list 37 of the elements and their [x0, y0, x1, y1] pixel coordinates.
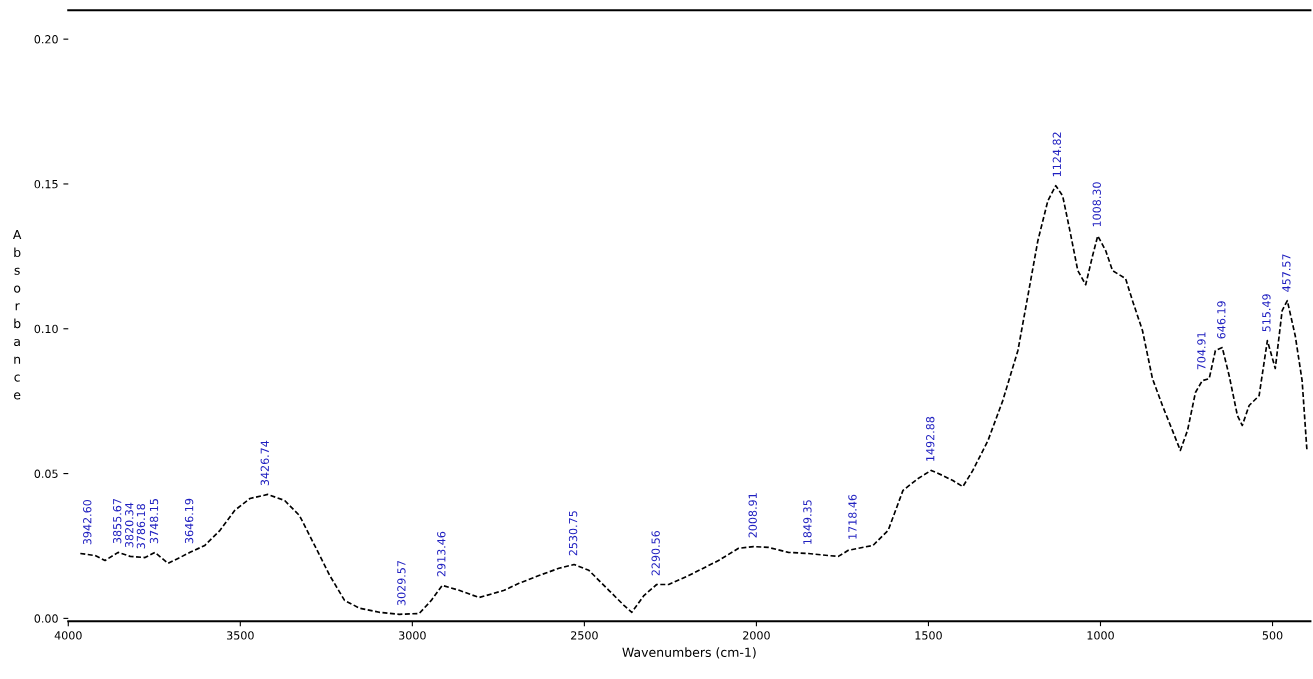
annotation: 3426.74 — [260, 440, 269, 486]
annotation: 2913.46 — [437, 531, 446, 577]
annotation: 3646.19 — [184, 498, 194, 544]
y-tick-label: 0.20 — [34, 35, 58, 44]
line-series — [79, 184, 1308, 616]
annotation: 3786.18 — [136, 504, 146, 549]
annotation: 3942.60 — [83, 499, 92, 545]
annotation: 3820.34 — [125, 502, 134, 548]
x-tick-label: 4000 — [54, 631, 82, 640]
x-tick-label: 2000 — [743, 631, 770, 640]
annotation: 1008.30 — [1092, 182, 1101, 227]
annotation: 1492.88 — [926, 416, 935, 461]
y-tick-label: 0.00 — [34, 614, 58, 623]
x-tick-label: 1000 — [1087, 631, 1114, 640]
annotation: 515.49 — [1262, 294, 1271, 332]
y-tick-label: 0.05 — [34, 469, 58, 478]
x-axis-title: Wavenumbers (cm-1) — [622, 647, 756, 659]
annotation: 2530.75 — [568, 511, 578, 556]
x-tick-label: 3000 — [399, 631, 426, 640]
annotation: 3855.67 — [112, 499, 122, 544]
annotation: 1849.35 — [803, 500, 812, 544]
annotation: 457.57 — [1282, 254, 1291, 292]
annotation: 3029.57 — [397, 561, 406, 606]
y-tick-label: 0.10 — [34, 324, 58, 334]
annotation: 646.19 — [1217, 301, 1226, 339]
annotation: 2008.91 — [748, 493, 757, 538]
annotation: 704.91 — [1197, 332, 1206, 370]
text: Absorbance — [12, 229, 22, 400]
y-tick-label: 0.15 — [34, 179, 58, 189]
annotation: 3748.15 — [149, 499, 159, 544]
annotation: 1718.46 — [848, 494, 857, 539]
annotation: 2290.56 — [651, 530, 660, 576]
x-tick-label: 500 — [1262, 631, 1283, 640]
annotation: 1124.82 — [1052, 132, 1062, 177]
x-tick-label: 2500 — [571, 631, 598, 640]
x-tick-label: 1500 — [915, 631, 942, 640]
x-tick-label: 3500 — [227, 631, 254, 640]
